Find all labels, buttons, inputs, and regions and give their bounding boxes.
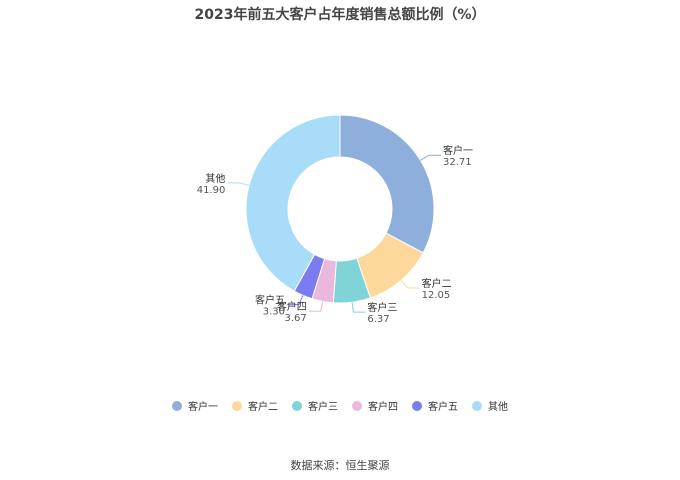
leaders-group <box>227 154 442 313</box>
slice-label-6: 其他 <box>205 172 225 185</box>
slice-label-1: 客户一 <box>443 144 473 157</box>
slice-label-2: 客户二 <box>422 277 452 290</box>
legend-label: 客户五 <box>428 402 458 413</box>
legend-item-1[interactable]: 客户一 <box>172 398 218 413</box>
leader-line-3 <box>351 302 366 313</box>
leader-line-1 <box>420 154 442 161</box>
legend-item-6[interactable]: 其他 <box>472 398 508 413</box>
leader-line-4 <box>308 301 324 312</box>
slice-label-5: 客户五 <box>255 294 285 307</box>
legend-dot-icon <box>352 400 362 411</box>
chart-title: 2023年前五大客户占年度销售总额比例（%） <box>194 7 486 23</box>
leader-line-5 <box>286 295 304 306</box>
data-source: 数据来源：恒生聚源 <box>290 459 390 472</box>
legend: 客户一 客户二 客户三 客户四 客户五 其他 <box>0 398 680 413</box>
slice-value-6: 41.90 <box>197 185 226 196</box>
legend-item-3[interactable]: 客户三 <box>292 398 338 413</box>
legend-dot-icon <box>232 400 242 411</box>
slice-value-1: 32.71 <box>443 157 472 168</box>
legend-label: 客户一 <box>188 402 218 413</box>
legend-label: 客户三 <box>308 402 338 413</box>
legend-item-2[interactable]: 客户二 <box>232 398 278 413</box>
slice-value-3: 6.37 <box>367 314 389 325</box>
legend-dot-icon <box>472 400 482 411</box>
legend-dot-icon <box>292 400 302 411</box>
legend-item-5[interactable]: 客户五 <box>412 398 458 413</box>
slice-value-5: 3.30 <box>263 307 285 318</box>
slice-label-4: 客户四 <box>277 300 307 313</box>
legend-dot-icon <box>172 400 182 411</box>
slices-group <box>245 114 435 304</box>
leader-line-6 <box>227 182 250 186</box>
legend-label: 其他 <box>488 402 508 413</box>
slice-1[interactable] <box>339 114 435 254</box>
legend-item-4[interactable]: 客户四 <box>352 398 398 413</box>
leader-line-2 <box>400 280 420 289</box>
slice-label-3: 客户三 <box>367 301 397 314</box>
slice-value-2: 12.05 <box>422 290 451 301</box>
slice-value-4: 3.67 <box>284 313 306 324</box>
legend-label: 客户二 <box>248 402 278 413</box>
slice-6[interactable] <box>245 114 341 292</box>
legend-label: 客户四 <box>368 402 398 413</box>
legend-dot-icon <box>412 400 422 411</box>
